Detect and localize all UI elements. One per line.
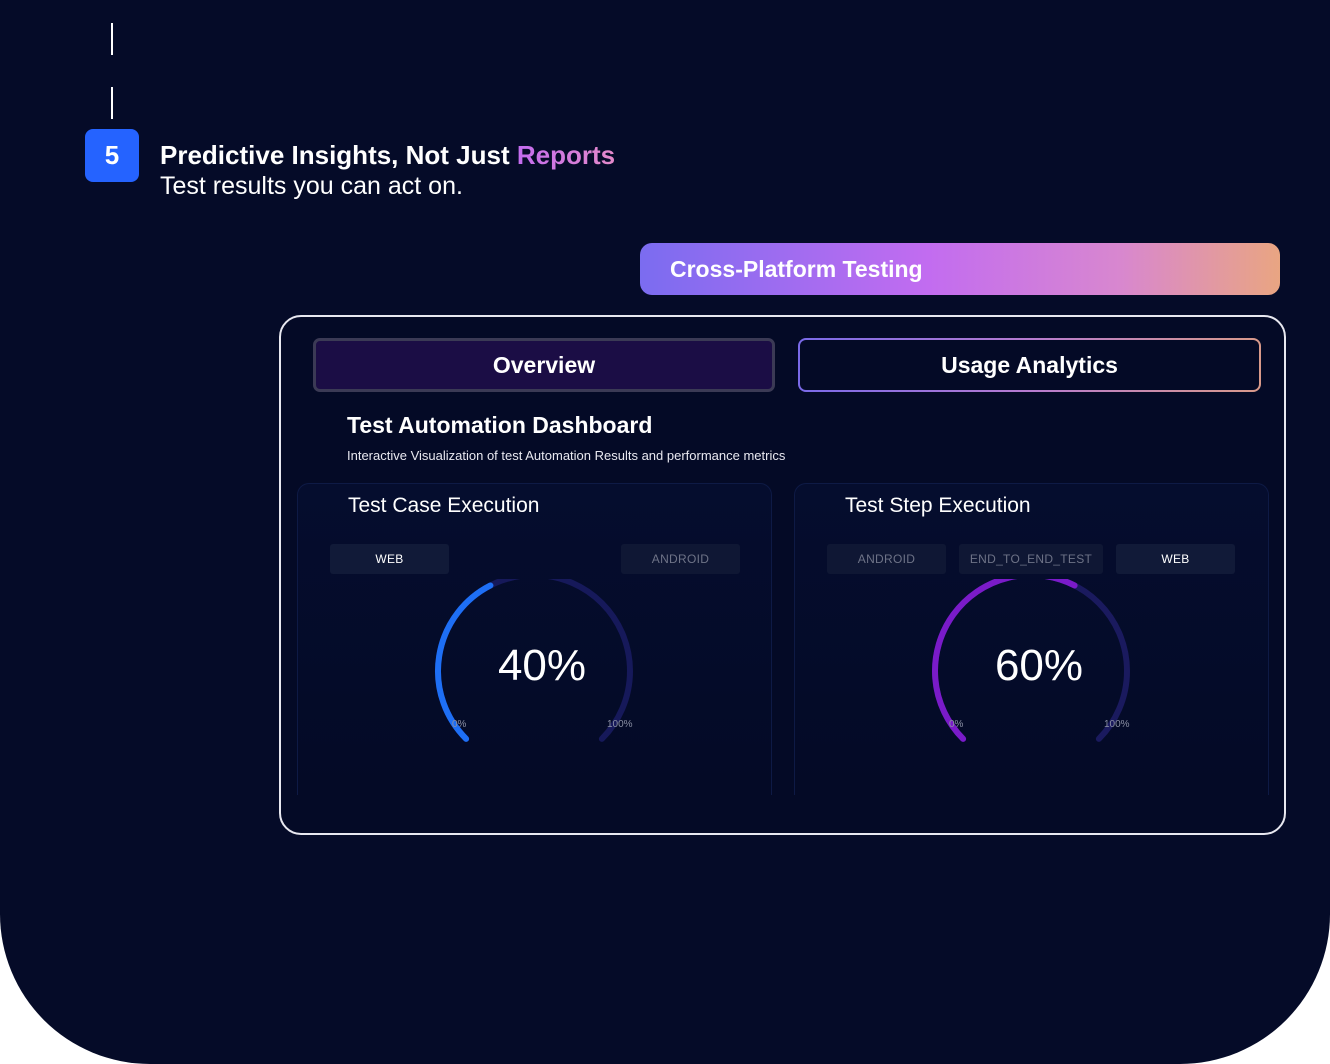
filter-chip-end-to-end-test[interactable]: END_TO_END_TEST — [959, 544, 1103, 574]
gauge-max-label: 100% — [607, 719, 633, 730]
section-heading: Predictive Insights, Not Just Reports — [160, 140, 615, 171]
tab-overview-label: Overview — [492, 351, 596, 378]
gauge-value: 40% — [497, 641, 587, 690]
gauge-min-label: 0% — [949, 719, 964, 730]
heading-accent: Reports — [516, 140, 616, 170]
cross-platform-banner: Cross-Platform Testing — [640, 243, 1280, 295]
timeline-connector-top — [111, 23, 113, 55]
dashboard-subtitle: Interactive Visualization of test Automa… — [347, 448, 786, 463]
gauge-svg — [932, 579, 1130, 742]
gauge-fill — [435, 582, 494, 742]
test-case-gauge: 40% 0% 100% — [432, 579, 652, 749]
gauge-max-label: 100% — [1104, 719, 1130, 730]
dashboard-title: Test Automation Dashboard — [347, 412, 653, 438]
filter-chip-android[interactable]: ANDROID — [827, 544, 946, 574]
gauge-value: 60% — [994, 641, 1084, 690]
chip-label: WEB — [375, 552, 404, 566]
timeline-connector-bottom — [111, 87, 113, 119]
gauge-fill — [932, 579, 1078, 742]
filter-chip-android[interactable]: ANDROID — [621, 544, 740, 574]
test-case-execution-card: Test Case Execution WEB ANDROID 40% 0% 1… — [297, 483, 772, 795]
chip-label: ANDROID — [857, 552, 916, 566]
gauge-svg — [435, 579, 633, 742]
heading-main: Predictive Insights, Not Just — [160, 140, 517, 170]
tab-overview[interactable]: Overview — [313, 338, 775, 392]
filter-chip-web[interactable]: WEB — [330, 544, 449, 574]
card-title: Test Case Execution — [348, 494, 540, 517]
step-number-badge: 5 — [85, 129, 139, 182]
gauge-min-label: 0% — [452, 719, 467, 730]
test-step-gauge: 60% 0% 100% — [929, 579, 1149, 749]
card-title: Test Step Execution — [845, 494, 1031, 517]
step-number: 5 — [104, 140, 120, 170]
banner-label: Cross-Platform Testing — [670, 255, 923, 282]
chip-label: ANDROID — [651, 552, 710, 566]
test-step-execution-card: Test Step Execution ANDROID END_TO_END_T… — [794, 483, 1269, 795]
section-subheading: Test results you can act on. — [160, 172, 463, 200]
filter-chip-web[interactable]: WEB — [1116, 544, 1235, 574]
dashboard-panel: Overview Usage Analytics Test Automation… — [279, 315, 1286, 835]
chip-label: WEB — [1161, 552, 1190, 566]
chip-label: END_TO_END_TEST — [969, 552, 1093, 566]
tab-usage-analytics[interactable]: Usage Analytics — [798, 338, 1261, 392]
tab-usage-analytics-label: Usage Analytics — [941, 351, 1118, 378]
